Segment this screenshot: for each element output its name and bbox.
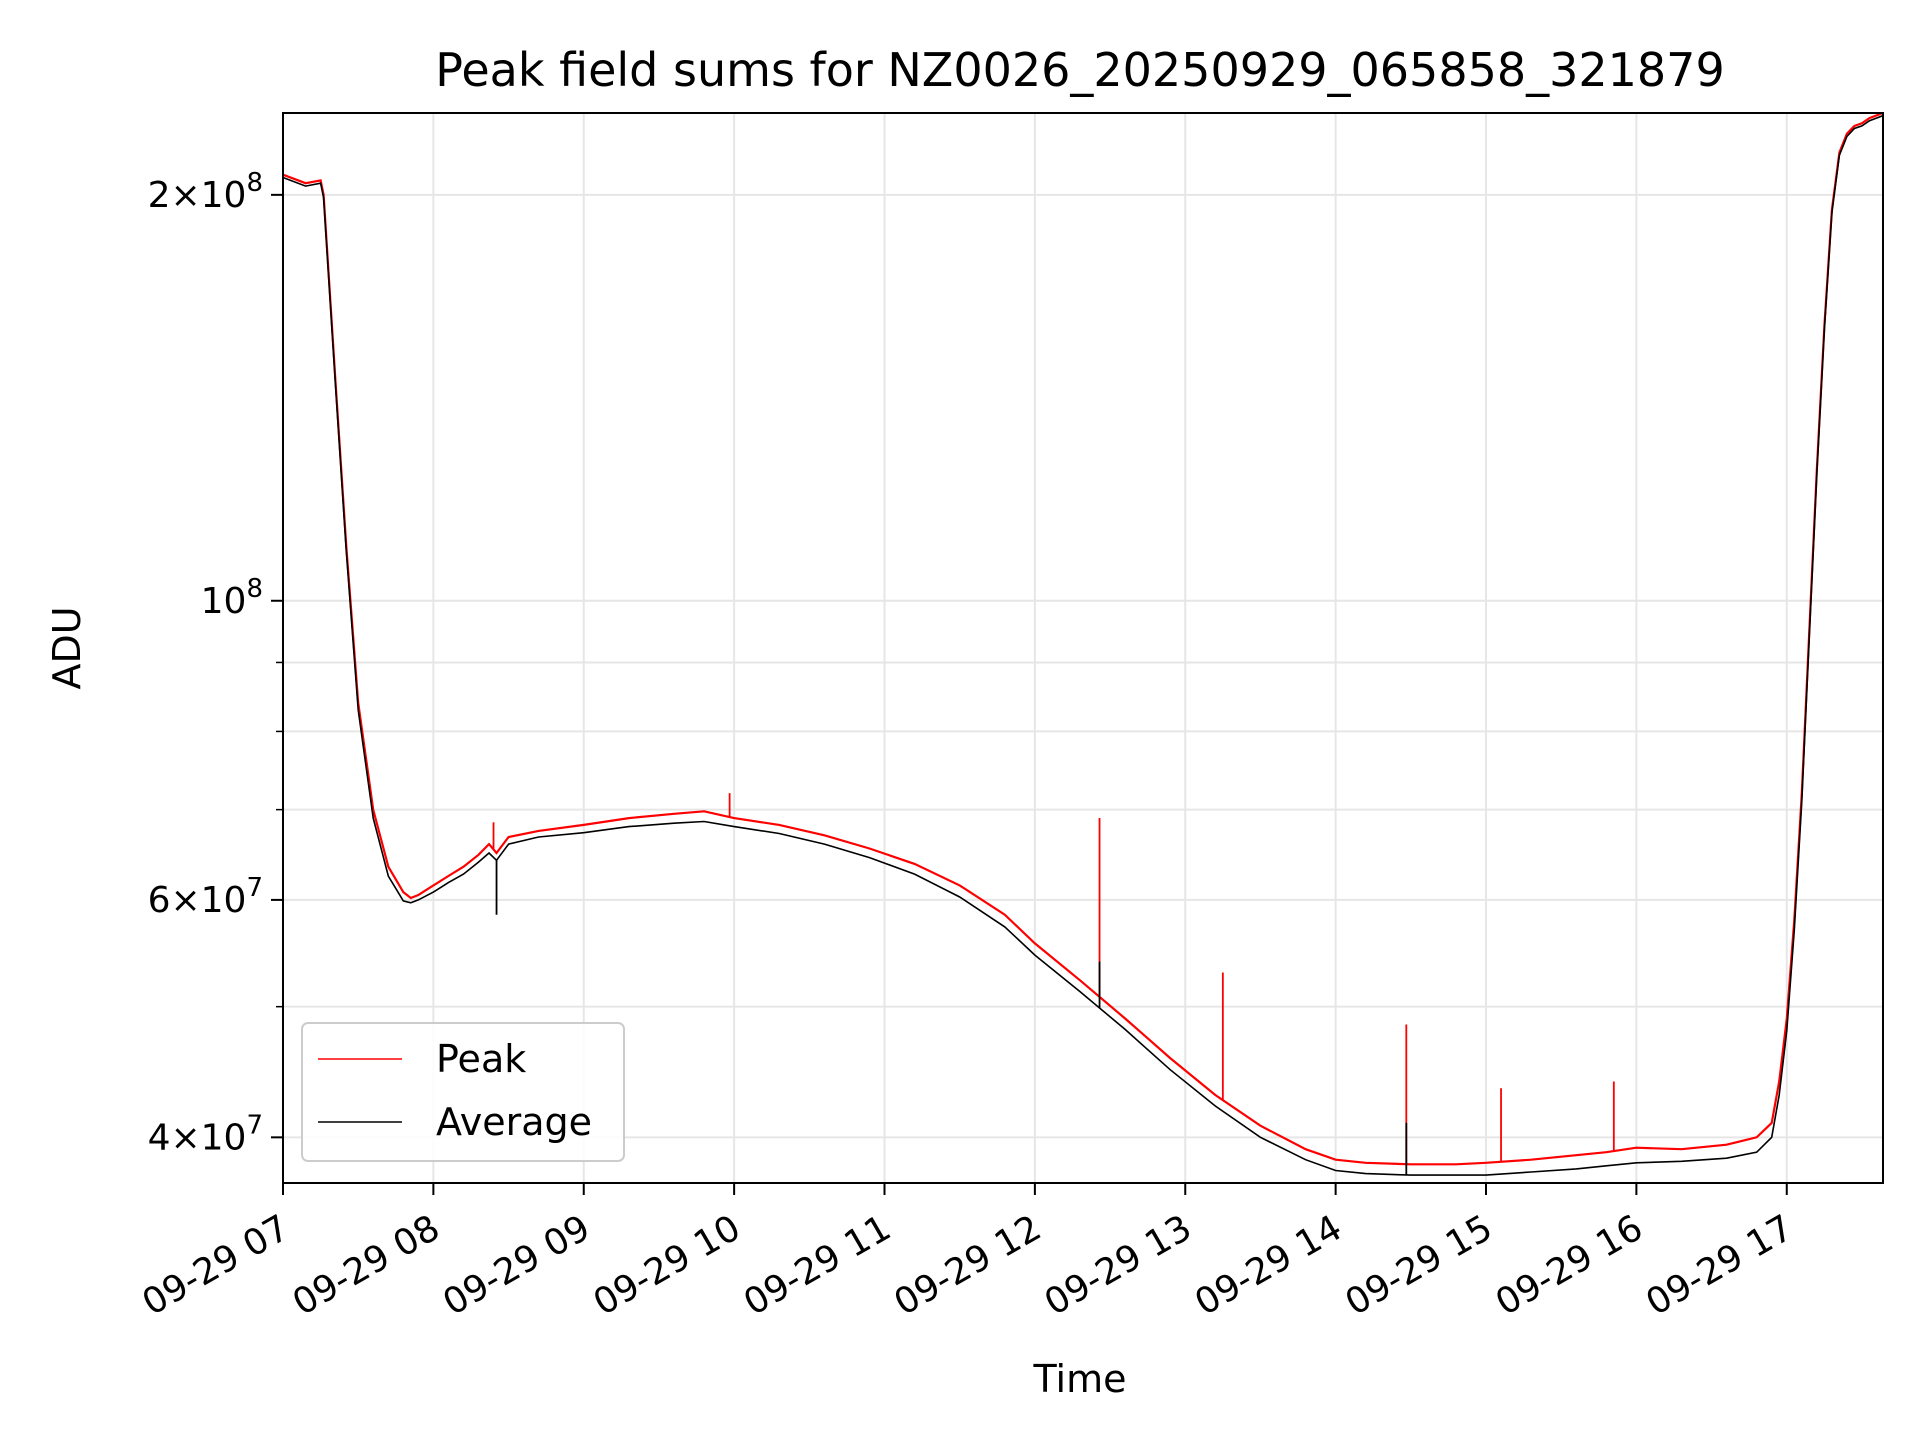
legend-label-average: Average bbox=[436, 1100, 592, 1144]
legend-box bbox=[301, 1022, 625, 1162]
legend: Peak Average bbox=[301, 1022, 625, 1162]
chart-title: Peak field sums for NZ0026_20250929_0658… bbox=[435, 43, 1724, 97]
y-tick-label: 6×107 bbox=[148, 873, 263, 921]
series-line-average bbox=[283, 114, 1883, 1176]
y-tick-label: 4×107 bbox=[148, 1110, 263, 1158]
x-axis-label: Time bbox=[1033, 1357, 1127, 1401]
y-tick-label: 2×108 bbox=[148, 168, 263, 216]
series-layer bbox=[283, 113, 1883, 1176]
plot-frame bbox=[282, 112, 1884, 1184]
legend-label-peak: Peak bbox=[436, 1037, 526, 1081]
y-axis-label: ADU bbox=[45, 606, 89, 689]
